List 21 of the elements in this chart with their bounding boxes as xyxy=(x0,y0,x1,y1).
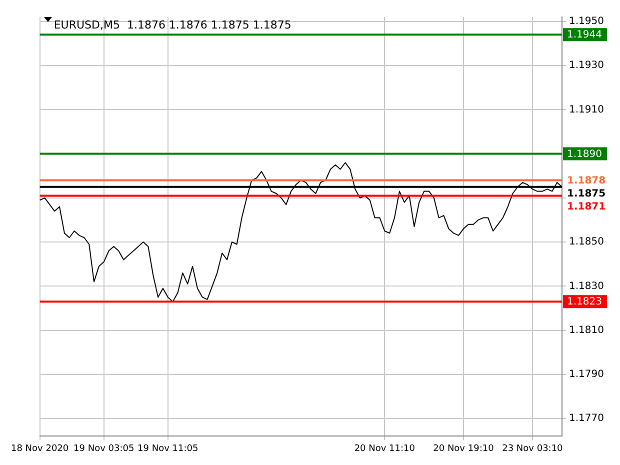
ref-line-label: 1.1823 xyxy=(567,296,602,308)
x-tick-label: 20 Nov 11:10 xyxy=(354,444,416,454)
ref-line-label: 1.1875 xyxy=(567,188,606,200)
y-tick-label: 1.1810 xyxy=(569,324,604,336)
ref-line-label: 1.1878 xyxy=(567,175,606,186)
y-tick-label: 1.1910 xyxy=(569,104,604,116)
x-tick-label: 20 Nov 19:10 xyxy=(433,444,494,454)
y-tick-label: 1.1770 xyxy=(569,413,604,424)
x-tick-label: 18 Nov 2020 xyxy=(10,444,69,454)
ref-line-label: 1.1944 xyxy=(567,30,602,41)
y-tick-label: 1.1950 xyxy=(569,16,604,28)
y-tick-label: 1.1790 xyxy=(569,369,604,380)
ref-line-label: 1.1890 xyxy=(567,148,602,160)
x-tick-label: 23 Nov 03:10 xyxy=(502,444,564,454)
x-tick-label: 19 Nov 03:05 xyxy=(74,444,134,454)
y-tick-label: 1.1830 xyxy=(569,280,604,292)
y-tick-label: 1.1850 xyxy=(569,236,604,248)
chart-title: EURUSD,M5 1.1876 1.1876 1.1875 1.1875 xyxy=(54,18,292,32)
y-tick-label: 1.1930 xyxy=(569,60,604,72)
ref-line-label: 1.1871 xyxy=(567,201,606,212)
x-tick-label: 19 Nov 11:05 xyxy=(138,444,198,454)
